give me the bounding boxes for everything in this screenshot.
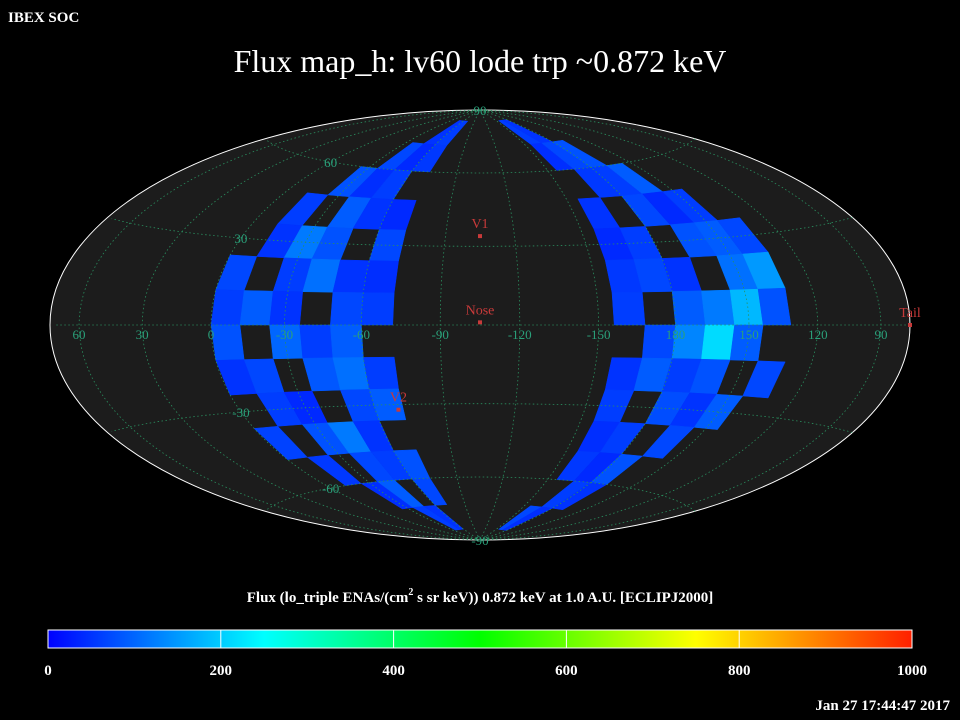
lon-label: 60	[73, 327, 86, 342]
lat-label: -30	[232, 405, 249, 420]
flux-cell	[641, 425, 695, 459]
flux-cell	[239, 290, 274, 326]
colorbar-tick-label: 400	[382, 663, 405, 679]
parallel	[266, 138, 696, 174]
colorbar: 0 200 400 600 800 1000	[44, 629, 927, 679]
colorbar-tick-label: 1000	[897, 663, 927, 679]
marker	[396, 407, 401, 412]
flux-cell	[363, 356, 399, 390]
title: Flux map_h: lv60 lode trp ~0.872 keV	[234, 43, 727, 79]
meridian	[78, 109, 481, 541]
colorbar-tick-label: 200	[210, 663, 233, 679]
colorbar-tick-label: 0	[44, 663, 52, 679]
flux-cell	[361, 292, 395, 326]
flux-cell	[701, 289, 735, 326]
flux-cell	[411, 144, 448, 173]
lat-label: 90	[474, 103, 487, 118]
flux-cell	[701, 324, 735, 361]
meridian	[284, 109, 481, 541]
meridian	[141, 109, 481, 541]
flux-cell	[299, 324, 334, 359]
sky-map: 60 30 0 -30 -60 -90 -120 -150 180 150 120 90 90 60 30 -…	[49, 103, 921, 548]
flux-cell	[501, 506, 554, 531]
flux-cell	[269, 290, 304, 326]
marker-label: V1	[471, 217, 488, 232]
label-part: s sr keV)) 0.872 keV at 1.0 A.U. [ECLIPJ…	[413, 590, 713, 606]
colorbar-tick-label: 600	[555, 663, 578, 679]
marker	[478, 320, 482, 325]
lon-label: 30	[136, 327, 149, 342]
timestamp: Jan 27 17:44:47 2017	[815, 698, 950, 714]
lon-label: 0	[208, 327, 215, 342]
parallel	[266, 476, 696, 512]
flux-cell	[368, 388, 407, 421]
marker	[478, 234, 482, 239]
colorbar-ramp	[47, 629, 913, 649]
lon-label: 90	[874, 327, 887, 342]
lon-label: -150	[587, 327, 611, 342]
flux-cell	[671, 290, 706, 326]
flux-cell	[551, 482, 608, 511]
flux-cell	[742, 360, 786, 399]
meridian	[439, 109, 481, 541]
marker-label: V2	[390, 391, 407, 406]
lat-label: -90	[471, 533, 488, 548]
label-sup: 2	[408, 587, 413, 598]
flux-cell	[757, 287, 792, 326]
marker-label: Tail	[899, 306, 921, 321]
flux-cell	[423, 505, 465, 530]
colorbar-tick-label: 800	[728, 663, 751, 679]
lat-label: 60	[324, 155, 337, 170]
flux-cell	[693, 394, 744, 430]
lon-label: -30	[276, 327, 293, 342]
lon-label: 180	[666, 327, 686, 342]
marker	[908, 323, 912, 327]
marker-label: Nose	[466, 303, 495, 318]
lon-label: -90	[432, 327, 449, 342]
lat-label: 30	[234, 231, 247, 246]
flux-cell	[210, 324, 245, 361]
lon-label: 120	[808, 327, 828, 342]
flux-cell	[363, 260, 399, 294]
flux-cell	[611, 291, 646, 326]
lon-label: 150	[739, 327, 759, 342]
flux-cell	[330, 291, 364, 326]
flux-cell	[210, 289, 245, 326]
meridian	[479, 109, 521, 541]
lon-label: -60	[353, 327, 370, 342]
source: IBEX SOC	[8, 10, 79, 26]
colorbar-label: Flux (lo_triple ENAs/(cm2 s sr keV)) 0.8…	[247, 587, 714, 606]
meridian	[479, 109, 600, 541]
label-part: Flux (lo_triple ENAs/(cm	[247, 590, 409, 606]
flux-cell	[729, 288, 764, 326]
lat-label: -60	[322, 481, 339, 496]
lon-label: -120	[508, 327, 532, 342]
